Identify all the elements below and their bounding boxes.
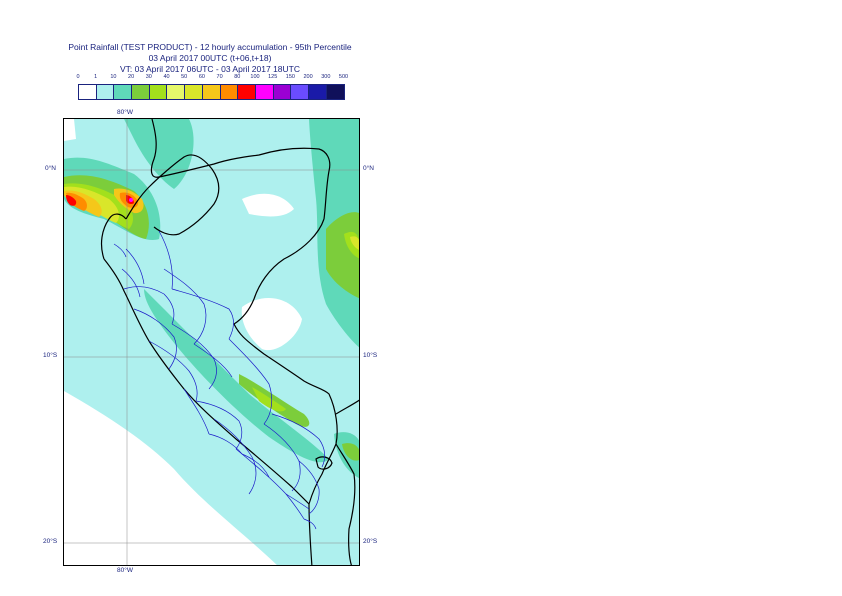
dept-ancash [148,340,198,402]
legend-swatch [291,85,309,99]
dry-region-east [242,193,294,217]
legend-tick-label: 10 [110,74,117,80]
rain-band-10-20-andes [144,289,329,463]
legend-swatch [96,85,115,99]
legend-tick-label: 1 [94,74,98,80]
legend-swatch [79,85,97,99]
dept-piura [125,248,145,285]
product-title: Point Rainfall (TEST PRODUCT) - 12 hourl… [68,42,352,52]
legend-tick-labels: 0 1 10 20 30 40 50 60 70 80 100 125 150 200 300 500 [73,74,353,84]
rain-band-20-30-se [342,443,359,461]
legend-swatch [255,85,274,99]
rain-band-80-100-north [66,195,77,206]
dept-lima [183,388,210,435]
map-canvas [64,119,359,565]
valid-time: VT: 03 April 2017 06UTC - 03 April 2017 … [119,64,300,74]
legend-swatch [185,85,203,99]
legend-tick-label: 100 [250,74,260,80]
dept-arequipa [235,448,305,520]
rainfall-map [63,118,360,566]
dry-region-small [64,119,76,141]
legend-color-bar [78,84,346,100]
lat-label-20s-left: 20°S [43,538,58,545]
legend-tick-label: 150 [285,74,295,80]
legend-swatch [273,85,292,99]
dept-tacna [303,518,317,530]
department-borders [113,230,326,530]
ecuador-peru-border [125,154,220,236]
lon-label-bottom: 80°W [117,567,133,574]
legend-tick-label: 300 [321,74,331,80]
dept-san-martin [163,268,207,345]
rain-band-30-40-andes [252,387,286,412]
dept-ayacucho [213,418,257,495]
dept-apurimac [241,453,270,478]
dry-region-coast [64,391,277,565]
legend-tick-label: 500 [338,74,349,80]
dept-ucayali [228,338,273,425]
lat-label-20s-right: 20°S [363,538,378,545]
rain-band-20-30-andes [239,374,310,427]
legend-tick-label: 30 [145,74,152,80]
legend-swatch [326,85,345,99]
dept-pasco [193,343,233,378]
dept-madre-de-dios [271,413,326,468]
titicaca-outline [315,456,333,470]
legend-tick-label: 125 [268,74,278,80]
legend-swatch [202,85,221,99]
legend-tick-label: 70 [216,74,223,80]
legend-tick-label: 40 [163,74,170,80]
rain-band-40-60-ne [350,236,359,251]
legend-tick-label: 60 [198,74,205,80]
legend-swatch [114,85,133,99]
ecuador-coast [100,213,127,260]
legend-swatch [308,85,327,99]
color-legend: 0 1 10 20 30 40 50 60 70 80 100 125 150 200 300 500 [73,74,353,104]
legend-tick-label: 50 [181,74,188,80]
dept-moquegua [285,493,310,510]
dept-puno [298,460,320,515]
legend-tick-label: 80 [234,74,241,80]
dept-amazonas [158,230,173,290]
legend-swatch [149,85,168,99]
chart-title-block: Point Rainfall (TEST PRODUCT) - 12 hourl… [40,42,380,75]
rain-band-10-20-nw [124,119,194,189]
legend-tick-label: 20 [128,74,135,80]
lat-label-0-right: 0°N [363,165,374,172]
peru-bolivia-border [308,443,337,505]
dept-huancavelica [208,433,243,455]
chile-border [308,503,313,565]
peru-brazil-border [233,218,338,445]
legend-swatch [167,85,186,99]
dry-region-interior [241,297,302,351]
dept-lambayeque [121,268,141,298]
legend-swatch [132,85,150,99]
dept-huanuco [171,323,217,390]
legend-tick-label: 0 [76,74,80,80]
legend-tick-label: 200 [303,74,313,80]
lat-label-10s-right: 10°S [363,352,378,359]
dept-la-libertad [133,308,177,370]
colombia-border [150,119,331,220]
base-time: 03 April 2017 00UTC (t+06,t+18) [148,53,272,63]
rain-band-100-125-spot [129,198,133,202]
dept-loreto-south [171,288,234,340]
bolivia-chile-border [335,443,356,565]
lon-label-top: 80°W [117,109,133,116]
brazil-bolivia-border [335,399,359,415]
lat-label-0-left: 0°N [45,165,56,172]
lat-label-10s-left: 10°S [43,352,58,359]
dept-tumbes [113,243,127,258]
legend-swatch [238,85,256,99]
legend-swatch [220,85,239,99]
